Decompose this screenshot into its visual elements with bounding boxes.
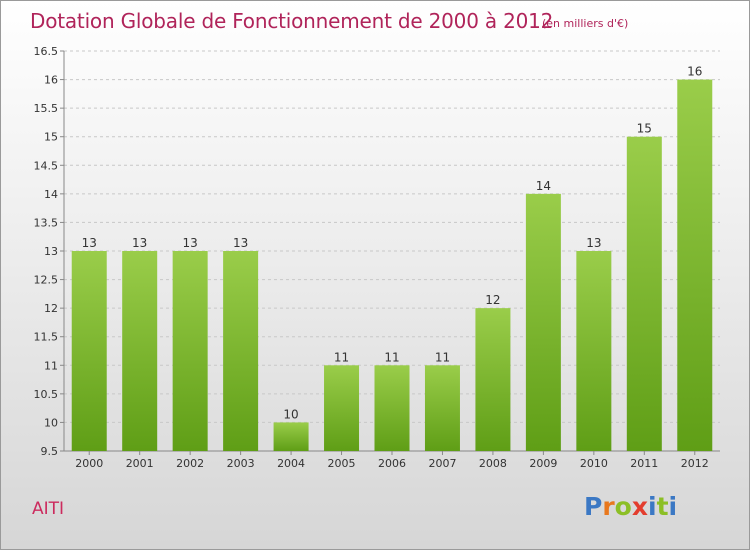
data-label-2007: 11 [435,350,450,364]
data-label-2008: 12 [485,293,500,307]
commune-name: AITI [32,499,65,519]
bar-2005 [324,365,360,451]
y-tick-label: 11.5 [34,331,59,344]
bar-2007 [424,365,460,451]
x-tick-label-2007: 2007 [428,457,456,470]
logo-letter: i [668,492,678,521]
bar-2008 [475,308,511,451]
bar-2003 [223,251,259,451]
bar-2004 [273,422,309,451]
data-label-2012: 16 [687,65,702,79]
logo-letter: o [614,492,632,521]
y-tick-label: 15 [44,131,58,144]
x-tick-label-2009: 2009 [529,457,557,470]
y-tick-label: 10 [44,416,58,429]
bar-2006 [374,365,410,451]
x-tick-label-2003: 2003 [227,457,255,470]
data-label-2004: 10 [283,407,298,421]
x-tick-label-2010: 2010 [580,457,608,470]
proxiti-logo: Proxiti [584,492,677,521]
data-label-2011: 15 [637,122,652,136]
y-tick-label: 16.5 [34,45,59,58]
bar-2012 [677,79,713,452]
data-label-2002: 13 [183,236,198,250]
chart-subtitle: (en milliers d'€) [542,17,629,30]
logo-letter: x [631,492,648,521]
data-label-2010: 13 [586,236,601,250]
x-tick-label-2008: 2008 [479,457,507,470]
logo-letter: r [602,492,615,521]
data-label-2000: 13 [82,236,97,250]
x-tick-label-2001: 2001 [126,457,154,470]
bar-2011 [626,136,662,451]
y-tick-label: 13.5 [34,216,59,229]
x-tick-label-2004: 2004 [277,457,305,470]
chart-title: Dotation Globale de Fonctionnement de 20… [30,9,554,33]
data-label-2009: 14 [536,179,551,193]
y-tick-label: 12.5 [34,274,59,287]
x-tick-label-2005: 2005 [328,457,356,470]
y-tick-label: 15.5 [34,102,59,115]
logo-letter: t [656,492,669,521]
y-tick-label: 14 [44,188,58,201]
x-tick-label-2002: 2002 [176,457,204,470]
bar-2000 [71,251,107,451]
data-label-2001: 13 [132,236,147,250]
y-tick-label: 10.5 [34,388,59,401]
y-tick-label: 14.5 [34,159,59,172]
bar-2002 [172,251,208,451]
y-tick-label: 12 [44,302,58,315]
x-tick-label-2011: 2011 [630,457,658,470]
logo-letter: i [648,492,657,521]
data-label-2006: 11 [384,350,399,364]
bar-2010 [576,251,612,451]
y-tick-label: 11 [44,359,58,372]
data-label-2005: 11 [334,350,349,364]
data-label-2003: 13 [233,236,248,250]
bar-2009 [525,193,561,451]
logo-letter: P [584,492,603,521]
bar-2001 [122,251,158,451]
y-tick-label: 9.5 [41,445,59,458]
y-tick-label: 16 [44,74,58,87]
y-tick-label: 13 [44,245,58,258]
x-tick-label-2006: 2006 [378,457,406,470]
x-tick-label-2000: 2000 [75,457,103,470]
x-tick-label-2012: 2012 [681,457,709,470]
